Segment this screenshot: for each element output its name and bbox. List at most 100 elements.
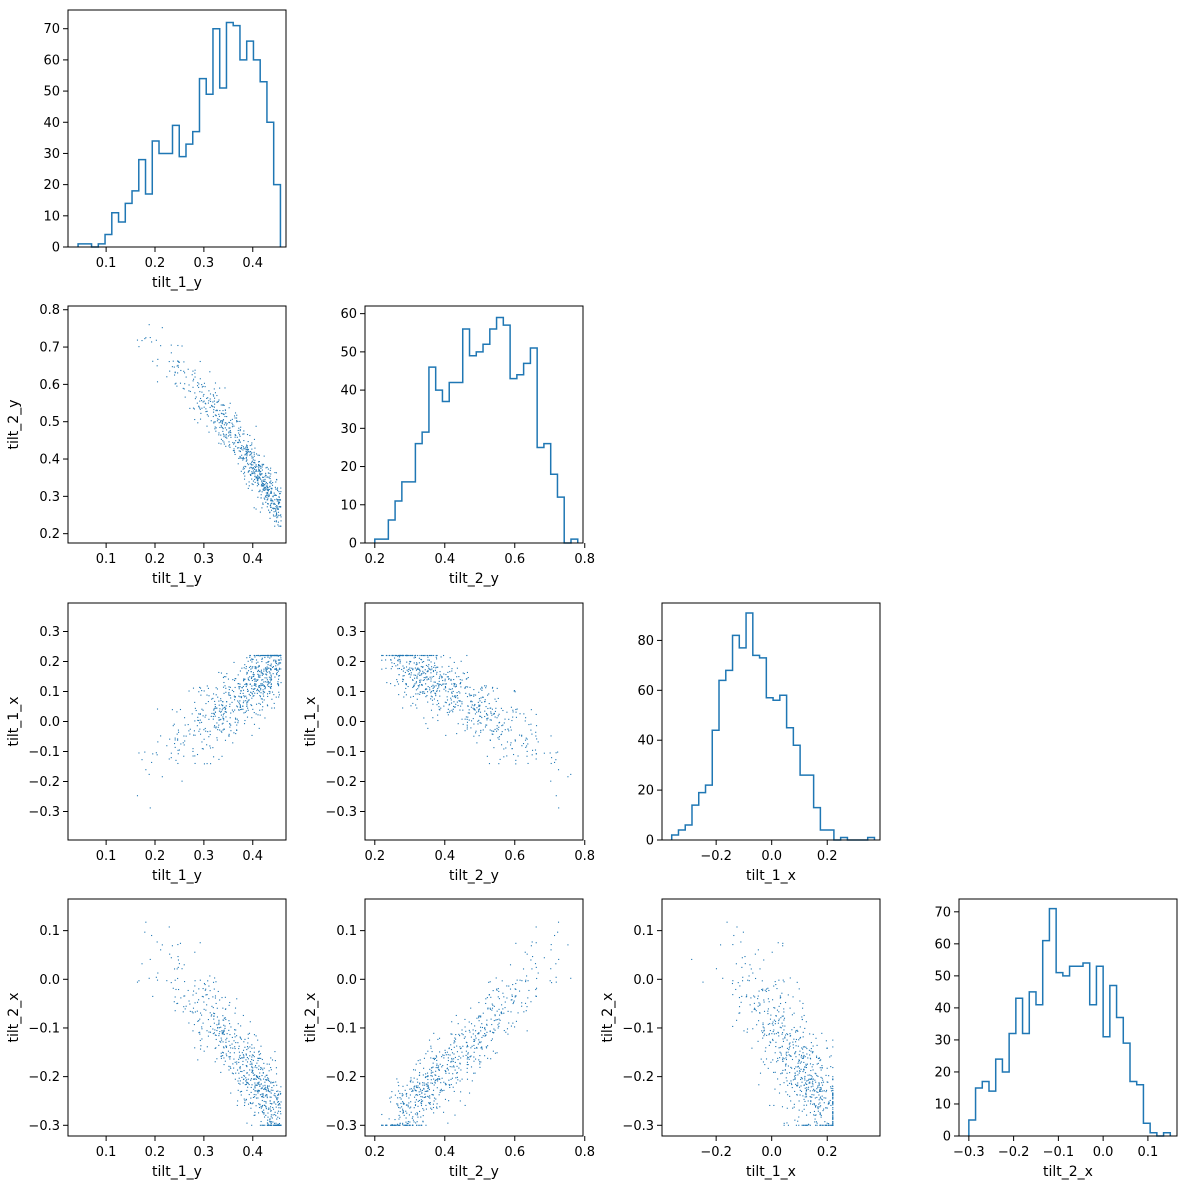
scatter-point [218, 671, 220, 674]
scatter-point [514, 740, 516, 742]
scatter-point [443, 1089, 445, 1091]
scatter-point [801, 1047, 803, 1049]
scatter-point [246, 704, 248, 706]
scatter-point [409, 654, 411, 657]
scatter-point [498, 1008, 500, 1010]
scatter-point [263, 1088, 265, 1090]
scatter-point [263, 489, 265, 491]
scatter-point [221, 1032, 223, 1034]
scatter-point [239, 704, 241, 706]
scatter-point [447, 708, 449, 710]
scatter-point [258, 674, 260, 676]
scatter-point [263, 691, 266, 693]
scatter-point [236, 421, 238, 423]
scatter-point [223, 404, 225, 406]
scatter-point [253, 462, 255, 464]
scatter-point [798, 1054, 800, 1056]
scatter-point [253, 1093, 255, 1096]
scatter-point [223, 719, 225, 721]
scatter-point [244, 1084, 246, 1086]
scatter-point [445, 1072, 447, 1074]
scatter-point [251, 717, 253, 719]
scatter-point [259, 1104, 261, 1106]
scatter-point [819, 1113, 821, 1115]
scatter-point [239, 1091, 241, 1093]
scatter-point [249, 1102, 251, 1104]
scatter-point [259, 685, 261, 687]
scatter-point [535, 966, 537, 968]
scatter-point [277, 508, 279, 510]
scatter-point [794, 1077, 796, 1079]
scatter-point [261, 673, 264, 675]
scatter-point [523, 1011, 525, 1013]
scatter-point [244, 475, 246, 477]
scatter-point [781, 1015, 783, 1017]
scatter-point [229, 431, 231, 433]
scatter-point [136, 981, 139, 983]
scatter-point [423, 717, 425, 719]
scatter-point [550, 968, 552, 970]
scatter-point [407, 1106, 409, 1108]
scatter-point [238, 695, 240, 697]
scatter-point [787, 1124, 789, 1126]
scatter-point [270, 1081, 272, 1083]
scatter-point [278, 675, 280, 677]
scatter-point [257, 476, 259, 478]
scatter-point [405, 1093, 407, 1095]
scatter-point [790, 1055, 792, 1057]
scatter-point [436, 1107, 438, 1109]
scatter-point [416, 668, 418, 670]
x-axis-label: tilt_1_x [746, 868, 796, 884]
scatter-point [213, 756, 215, 758]
scatter-point [465, 692, 467, 694]
scatter-point [245, 1064, 247, 1067]
scatter-point [510, 729, 512, 731]
scatter-point [209, 1012, 211, 1014]
scatter-point [258, 470, 260, 472]
scatter-point [275, 662, 277, 664]
scatter-point [429, 1095, 431, 1097]
scatter-point [449, 1086, 451, 1089]
scatter-point [521, 1005, 523, 1007]
scatter-point [416, 1121, 418, 1123]
scatter-point [247, 1042, 249, 1044]
scatter-point [241, 1057, 243, 1059]
scatter-point [751, 1047, 753, 1049]
scatter-point [802, 1002, 804, 1005]
scatter-point [822, 1079, 824, 1081]
scatter-point [138, 752, 140, 754]
scatter-point [247, 709, 249, 711]
scatter-point [442, 683, 444, 685]
scatter-point [258, 1112, 260, 1114]
scatter-point [425, 677, 427, 679]
scatter-point [443, 705, 445, 707]
scatter-point [406, 1112, 408, 1114]
scatter-point [435, 1098, 437, 1100]
scatter-point [272, 1089, 274, 1091]
scatter-point [275, 665, 277, 667]
scatter-point [509, 964, 512, 966]
scatter-point [446, 1051, 448, 1053]
scatter-point [213, 409, 215, 411]
scatter-point [759, 1072, 762, 1074]
scatter-point [257, 714, 259, 716]
scatter-point [280, 491, 282, 493]
scatter-point [473, 1038, 475, 1041]
scatter-point [272, 1114, 274, 1116]
scatter-point [435, 1055, 437, 1057]
scatter-point [276, 1090, 278, 1092]
scatter-point [480, 1016, 482, 1018]
scatter-point [427, 685, 429, 688]
scatter-point [445, 683, 447, 685]
scatter-point [425, 1124, 427, 1126]
scatter-point [832, 1039, 834, 1041]
scatter-point [199, 686, 201, 688]
scatter-point [732, 980, 734, 982]
y-tick-label: 0.0 [336, 715, 357, 730]
scatter-point [184, 383, 186, 385]
scatter-point [273, 1101, 275, 1103]
scatter-point [436, 704, 438, 706]
scatter-point [402, 1108, 404, 1110]
scatter-point [499, 758, 501, 760]
scatter-point [826, 1124, 828, 1126]
